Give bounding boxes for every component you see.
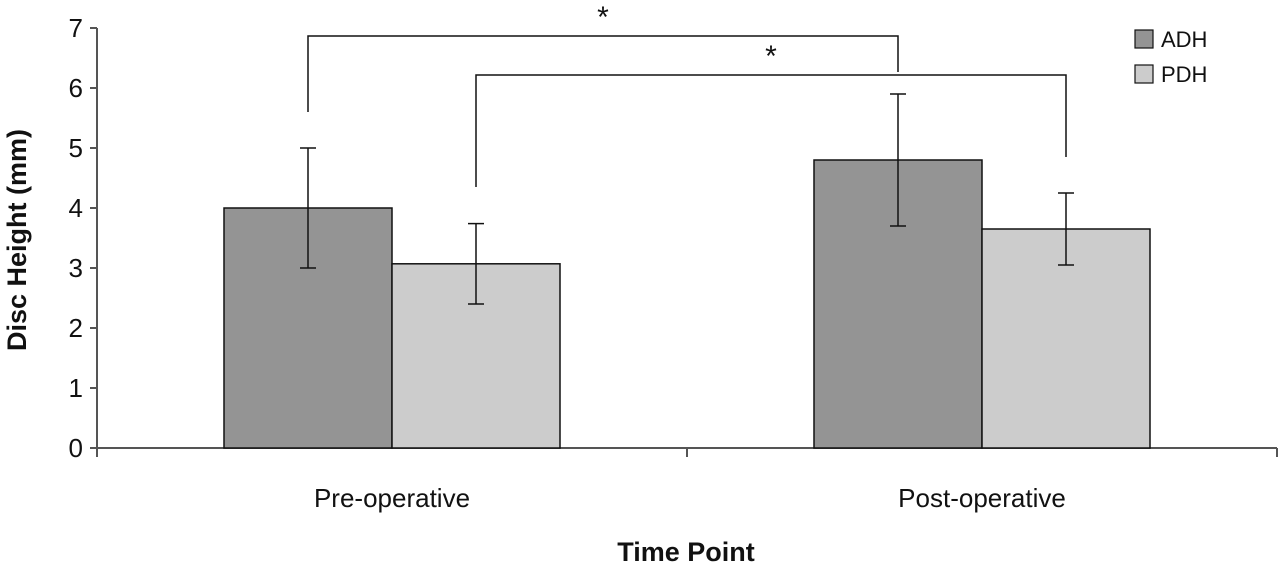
y-tick-label: 0 xyxy=(69,433,83,463)
significance-star: * xyxy=(597,1,609,34)
legend-label-pdh: PDH xyxy=(1161,62,1207,87)
y-tick-label: 5 xyxy=(69,133,83,163)
significance-bracket xyxy=(307,35,899,112)
legend-swatch-pdh xyxy=(1134,64,1154,84)
error-bars xyxy=(300,93,1074,305)
significance-star: * xyxy=(765,40,777,73)
y-axis: 0 1 2 3 4 5 6 7 xyxy=(69,13,98,463)
y-tick-label: 2 xyxy=(69,313,83,343)
y-tick-label: 7 xyxy=(69,13,83,43)
y-tick-label: 4 xyxy=(69,193,83,223)
legend: ADH PDH xyxy=(1134,27,1207,87)
legend-swatch-adh xyxy=(1134,29,1154,49)
y-tick-label: 1 xyxy=(69,373,83,403)
significance-brackets: ** xyxy=(307,1,1067,187)
bars xyxy=(223,159,1151,449)
y-tick-label: 6 xyxy=(69,73,83,103)
legend-label-adh: ADH xyxy=(1161,27,1207,52)
y-tick-label: 3 xyxy=(69,253,83,283)
significance-bracket xyxy=(475,74,1067,187)
x-axis: Pre-operative Post-operative xyxy=(96,447,1278,513)
y-axis-title: Disc Height (mm) xyxy=(2,129,32,351)
x-category-label: Pre-operative xyxy=(314,483,470,513)
x-category-label: Post-operative xyxy=(898,483,1066,513)
x-axis-title: Time Point xyxy=(617,537,755,565)
